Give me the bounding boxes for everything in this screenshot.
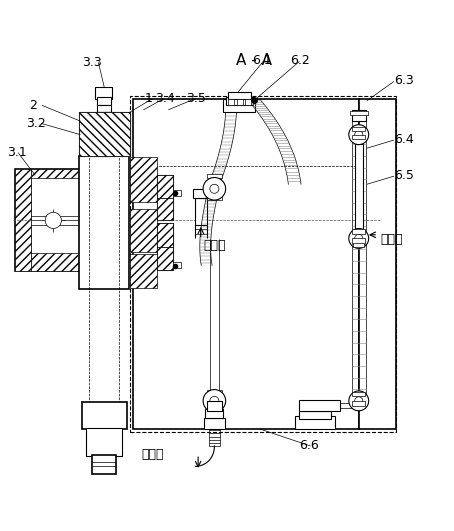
Bar xyxy=(207,407,222,412)
Bar xyxy=(98,97,111,105)
Bar xyxy=(79,112,130,156)
Bar xyxy=(173,190,181,195)
Circle shape xyxy=(355,234,363,243)
Circle shape xyxy=(210,396,219,405)
Bar xyxy=(130,209,157,252)
Bar xyxy=(223,99,255,112)
Bar xyxy=(228,92,252,99)
Text: 6.4: 6.4 xyxy=(394,133,414,145)
Text: 6.6: 6.6 xyxy=(299,440,319,452)
Bar xyxy=(207,390,222,395)
Circle shape xyxy=(203,390,226,412)
Bar xyxy=(299,411,331,419)
Bar xyxy=(100,117,109,156)
Bar xyxy=(157,175,173,198)
Bar xyxy=(195,198,207,225)
Bar xyxy=(157,198,173,220)
Text: 6.3: 6.3 xyxy=(394,74,414,87)
Bar xyxy=(86,428,122,456)
Bar xyxy=(157,175,173,198)
Text: 3.2: 3.2 xyxy=(26,117,46,130)
Text: 6.2: 6.2 xyxy=(290,54,310,67)
Bar xyxy=(295,416,336,429)
Bar xyxy=(157,222,173,247)
Bar xyxy=(79,156,128,289)
Bar xyxy=(207,401,222,411)
Bar xyxy=(207,195,222,200)
Text: 排水口: 排水口 xyxy=(141,448,164,460)
Bar xyxy=(203,417,225,429)
Text: 进气口: 进气口 xyxy=(203,239,226,252)
Text: 6.1: 6.1 xyxy=(252,54,271,67)
Bar xyxy=(82,402,127,429)
Bar xyxy=(31,253,83,271)
Circle shape xyxy=(349,228,369,249)
Bar xyxy=(226,97,253,105)
Bar xyxy=(173,262,181,268)
Bar xyxy=(157,247,173,270)
Bar xyxy=(133,99,359,429)
Text: 1: 1 xyxy=(145,92,153,105)
Bar xyxy=(352,229,365,234)
Bar xyxy=(352,238,365,244)
Bar xyxy=(355,144,363,229)
Text: 进水口: 进水口 xyxy=(380,233,403,246)
Bar xyxy=(130,157,157,202)
Text: 3.3: 3.3 xyxy=(82,56,101,69)
Bar xyxy=(193,189,209,198)
Bar xyxy=(31,169,83,177)
Bar xyxy=(98,105,111,112)
Text: 3.5: 3.5 xyxy=(187,92,206,105)
Bar xyxy=(15,169,83,271)
Bar xyxy=(95,112,113,119)
Bar xyxy=(353,243,364,247)
Bar xyxy=(95,87,113,99)
Circle shape xyxy=(45,212,61,228)
Circle shape xyxy=(349,125,369,144)
Text: 3.1: 3.1 xyxy=(7,146,26,159)
Bar xyxy=(130,96,396,432)
Bar xyxy=(237,99,243,105)
Bar xyxy=(92,455,116,474)
Text: 2: 2 xyxy=(30,99,37,112)
Bar xyxy=(157,198,173,220)
Bar xyxy=(157,222,173,247)
Circle shape xyxy=(355,397,363,405)
Circle shape xyxy=(349,391,369,411)
Text: 3.4: 3.4 xyxy=(155,92,174,105)
Bar xyxy=(352,401,365,406)
Text: A - A: A - A xyxy=(236,53,272,67)
Bar xyxy=(207,174,222,178)
Circle shape xyxy=(210,184,219,193)
Bar xyxy=(359,99,396,429)
Bar xyxy=(350,111,368,115)
Bar xyxy=(130,254,157,288)
Bar xyxy=(15,169,31,271)
Text: 6.5: 6.5 xyxy=(394,169,414,182)
Bar xyxy=(157,247,173,270)
Bar xyxy=(352,392,365,396)
Polygon shape xyxy=(79,112,130,156)
Bar xyxy=(245,99,252,105)
Bar xyxy=(352,126,365,131)
Bar xyxy=(352,135,365,139)
Circle shape xyxy=(203,177,226,200)
Circle shape xyxy=(355,131,363,139)
Bar xyxy=(299,399,340,411)
Bar xyxy=(228,99,234,105)
Bar xyxy=(205,409,223,417)
Bar xyxy=(352,110,365,121)
